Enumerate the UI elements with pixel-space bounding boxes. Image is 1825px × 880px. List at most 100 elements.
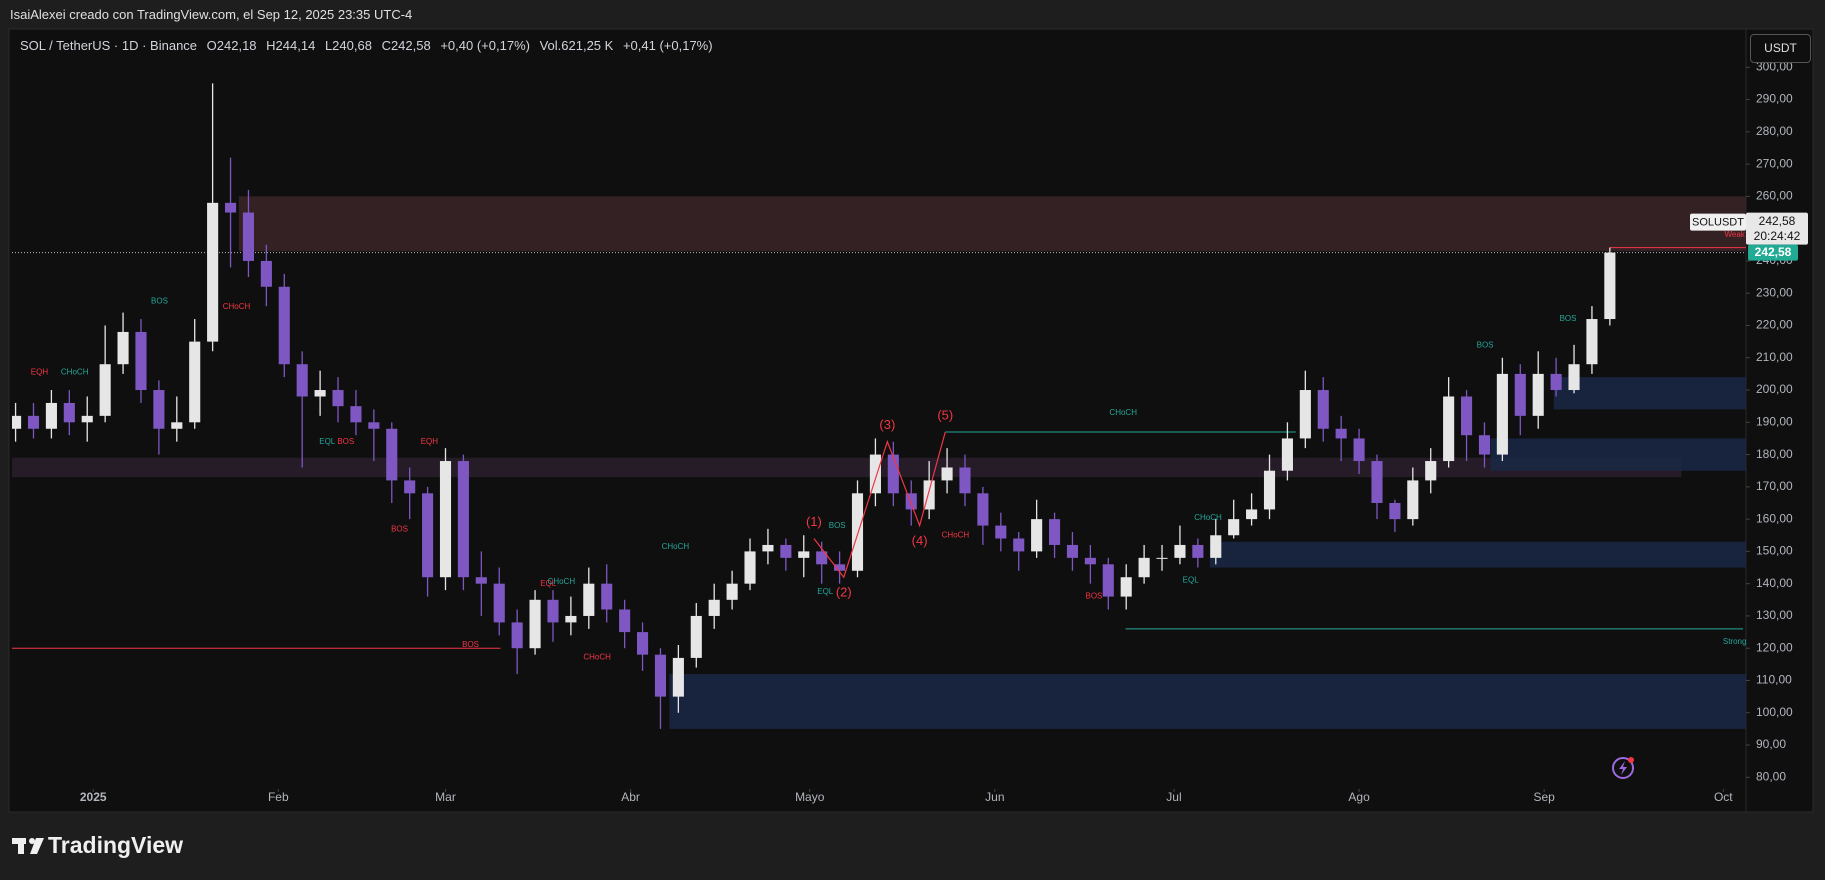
open: O242,18: [206, 38, 257, 53]
candle-body: [296, 364, 308, 397]
y-tick-label: 80,00: [1756, 769, 1786, 783]
y-tick-label: 280,00: [1756, 124, 1793, 138]
annotation: BOS: [1086, 592, 1103, 601]
symbol-tag-bg: [1690, 213, 1746, 231]
candle-body: [941, 467, 953, 481]
candle-body: [816, 551, 828, 565]
high: H244,14: [266, 38, 316, 53]
annotation: BOS: [1477, 341, 1494, 350]
y-tick-label: 150,00: [1756, 544, 1793, 558]
credit: IsaiAlexei creado con TradingView.com, e…: [10, 7, 413, 22]
candle-body: [1066, 544, 1079, 558]
candle-body: [583, 583, 595, 616]
wave-label: (1): [806, 514, 822, 529]
annotation: CHoCH: [583, 652, 611, 661]
candle-body: [368, 422, 380, 429]
x-tick-label: Jun: [985, 790, 1004, 804]
candle-body: [977, 493, 989, 526]
zone: [1209, 541, 1746, 568]
currency-button[interactable]: USDT: [1750, 34, 1811, 63]
candle-body: [1550, 373, 1562, 391]
y-tick-label: 230,00: [1756, 285, 1793, 299]
price-tag: 242,58: [1759, 214, 1796, 228]
candle-body: [1192, 544, 1204, 558]
candle-body: [207, 202, 219, 342]
candle-body: [529, 599, 541, 649]
y-tick-label: 190,00: [1756, 414, 1793, 428]
candle-body: [1317, 390, 1329, 429]
candle-body: [1335, 428, 1347, 439]
close: C242,58: [381, 38, 431, 53]
volume: Vol.621,25 K: [539, 38, 614, 53]
candle-body: [869, 454, 881, 494]
candle-body: [1263, 470, 1276, 510]
candle-body: [439, 461, 452, 578]
zone: [1553, 377, 1746, 410]
x-tick-label: Ago: [1348, 790, 1370, 804]
candle-body: [99, 364, 111, 416]
candle-body: [708, 599, 720, 616]
candle-body: [1532, 373, 1544, 416]
candle-body: [1461, 396, 1473, 436]
candle-body: [1156, 557, 1168, 559]
wave-line: [813, 431, 946, 579]
candle-body: [189, 341, 201, 423]
candle-body: [1443, 396, 1455, 462]
wave-label: (4): [912, 533, 928, 548]
wave-label: (3): [879, 417, 895, 432]
candle-body: [1586, 319, 1598, 365]
brand: TradingView: [48, 832, 184, 858]
candle-body: [744, 551, 756, 584]
candle-body: [27, 415, 40, 429]
candle-body: [1084, 557, 1096, 565]
candle-body: [887, 454, 899, 494]
candle-body: [547, 599, 559, 623]
x-tick-label: 2025: [80, 790, 107, 804]
annotation: CHoCH: [61, 367, 89, 376]
wave-label: (2): [836, 585, 852, 600]
candle-body: [404, 480, 416, 494]
volume-change: +0,41 (+0,17%): [622, 38, 713, 53]
candle-body: [1371, 461, 1383, 503]
candle-body: [171, 422, 183, 429]
candle-body: [1353, 438, 1365, 462]
candle-body: [619, 609, 631, 633]
zone: [238, 196, 1746, 252]
candle-body: [959, 467, 971, 494]
y-tick-label: 260,00: [1756, 189, 1793, 203]
candle-body: [386, 428, 398, 481]
last-price-label: 242,58: [1755, 245, 1792, 259]
low: L240,68: [324, 38, 372, 53]
y-tick-label: 200,00: [1756, 382, 1793, 396]
candle-body: [1568, 364, 1580, 391]
candle-body: [1425, 461, 1437, 481]
x-tick-label: Mayo: [795, 790, 825, 804]
annotation: EQH: [421, 437, 439, 446]
candle-body: [780, 544, 792, 558]
candle-body: [278, 286, 290, 365]
annotation: Strong: [1723, 637, 1747, 646]
candle-body: [726, 583, 738, 600]
annotation: CHoCH: [1194, 513, 1222, 522]
x-tick-label: Oct: [1714, 790, 1733, 804]
annotation: BOS: [829, 521, 846, 530]
last-price-badge: [1748, 244, 1798, 261]
candle-body: [690, 615, 702, 658]
candle-body: [457, 461, 469, 578]
candle-body: [762, 544, 774, 552]
change: +0,40 (+0,17%): [440, 38, 530, 53]
candle-body: [12, 415, 22, 429]
candle-body: [905, 493, 917, 510]
candle-body: [798, 551, 810, 558]
candle-body: [1246, 509, 1258, 520]
y-tick-label: 160,00: [1756, 511, 1793, 525]
annotation: BOS: [337, 437, 354, 446]
candle-body: [475, 577, 487, 584]
annotation: CHoCH: [548, 577, 576, 586]
candle-body: [851, 493, 864, 571]
y-tick-label: 90,00: [1756, 737, 1786, 751]
annotation: BOS: [1560, 314, 1577, 323]
candle-body: [135, 331, 147, 391]
